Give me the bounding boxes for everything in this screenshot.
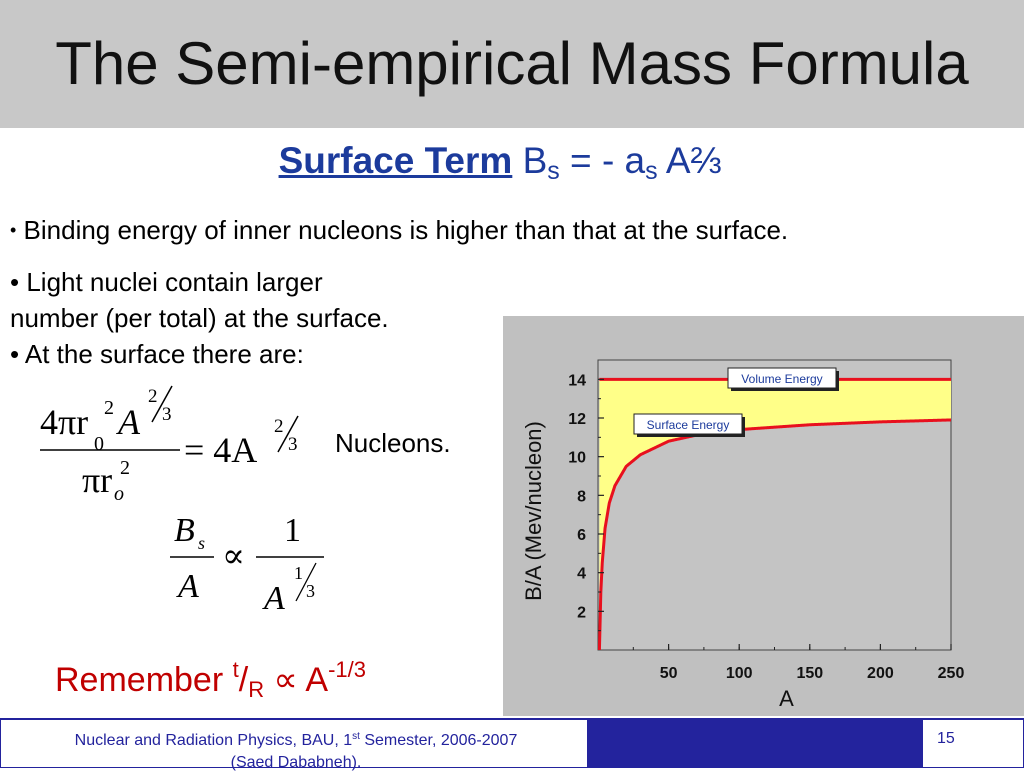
y-tick-label: 6 [577,527,586,544]
eq1-num: 4πr [40,402,88,442]
volume-energy-label-box [727,367,837,389]
eq1-den-sub: o [114,483,124,505]
x-tick-label: 150 [796,665,823,682]
surface-term-heading: Surface Term [278,140,513,181]
eq1-num-sub: 0 [94,433,104,455]
surface-energy-fill [599,379,951,650]
x-tick-label: 200 [867,665,894,682]
slide-title: The Semi-empirical Mass Formula [55,30,969,97]
eq2-A: A [176,568,199,605]
surface-term-formula: Bs = - as A⅔ [522,140,722,185]
footer-page-number: 15 [922,719,1024,768]
eq2-e3: 3 [306,581,315,601]
eq1-frac-2: 2 [148,386,158,407]
binding-energy-chart: 2 4 6 8 10 12 14 50 100 150 200 250 A B/A (Mev/nucleo… [521,359,965,711]
x-tick-label: 100 [726,665,753,682]
bullet-line: number (per total) at the surface. [10,303,389,333]
equation-proportionality: B s A ∝ 1 A 1 3 [170,512,324,617]
eq1-den: πr [82,460,112,500]
x-axis-label: A [779,686,794,711]
eq1-frac-3: 3 [162,404,172,425]
y-tick-label: 12 [568,411,586,428]
nucleons-label: Nucleons. [335,428,451,458]
eq1-den-sup: 2 [120,457,130,479]
bullet-light-nuclei: • Light nuclei contain larger number (pe… [10,264,500,372]
remember-note: Remember t/R ∝ A-1/3 [55,657,366,702]
eq1-rhs-2: 2 [274,416,284,437]
eq2-one: 1 [284,512,301,549]
x-tick-label: 50 [660,665,678,682]
y-tick-label: 2 [577,604,586,621]
y-tick-label: 10 [568,450,586,467]
y-tick-label: 8 [577,488,586,505]
bullet-surface: • At the surface there are: [10,339,304,369]
eq2-prop: ∝ [222,538,245,575]
surface-energy-label-box [633,413,743,435]
eq1-num-A: A [116,402,141,442]
eq1-rhs: = 4A [184,430,257,470]
eq2-s: s [198,533,205,553]
y-axis-label: B/A (Mev/nucleon) [521,421,546,601]
eq1-num-sup: 2 [104,397,114,419]
subtitle: Surface Term Bs = - as A⅔ [0,138,1000,194]
surface-energy-label-text: Surface Energy [647,418,730,432]
bullet-binding-energy: • Binding energy of inner nucleons is hi… [10,215,789,245]
eq2-B: B [174,512,195,549]
eq2-rhsA: A [262,580,285,617]
title-bar: The Semi-empirical Mass Formula [0,0,1024,128]
eq2-e1: 1 [294,563,303,583]
eq1-rhs-3: 3 [288,434,298,455]
surface-energy-curve [597,418,952,651]
y-tick-label: 14 [568,372,586,389]
footer-citation: Nuclear and Radiation Physics, BAU, 1st … [0,719,588,771]
chart-panel: 2 4 6 8 10 12 14 50 100 150 200 250 A B/A (Mev/nucleo… [503,316,1024,716]
y-tick-label: 4 [577,566,586,583]
bullet-line: • Light nuclei contain larger [10,267,323,297]
x-tick-label: 250 [938,665,965,682]
equation-surface-nucleons: 4πr 0 2 A 2 3 πr o 2 = 4A 2 3 [40,385,299,505]
volume-energy-label-text: Volume Energy [741,372,822,386]
